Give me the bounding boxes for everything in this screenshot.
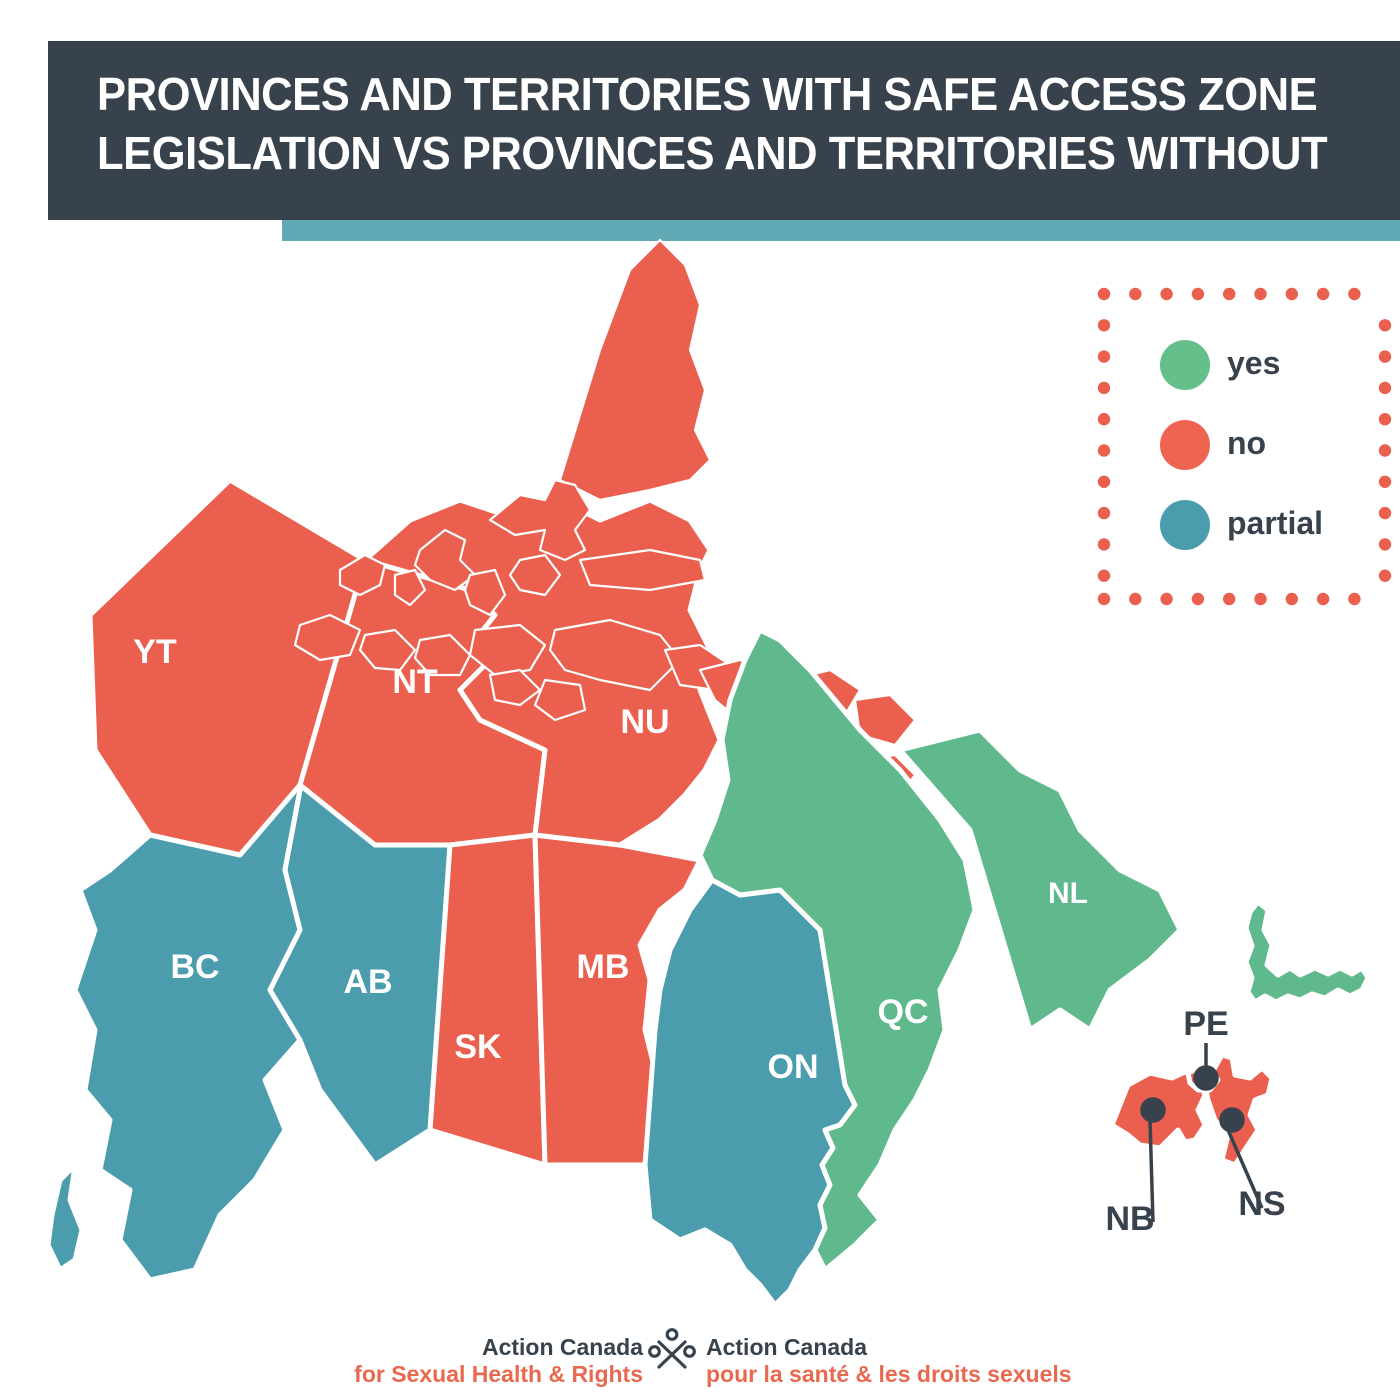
svg-text:SK: SK <box>454 1028 502 1066</box>
svg-text:NT: NT <box>392 663 438 701</box>
svg-text:AB: AB <box>343 963 392 1001</box>
svg-text:BC: BC <box>170 948 219 986</box>
svg-text:MB: MB <box>577 948 630 986</box>
svg-text:NL: NL <box>1048 877 1088 910</box>
svg-text:NU: NU <box>620 703 669 741</box>
svg-text:ON: ON <box>768 1048 819 1086</box>
svg-text:PE: PE <box>1183 1005 1228 1043</box>
svg-text:QC: QC <box>878 993 929 1031</box>
svg-text:YT: YT <box>133 633 177 671</box>
svg-text:NB: NB <box>1105 1200 1154 1238</box>
